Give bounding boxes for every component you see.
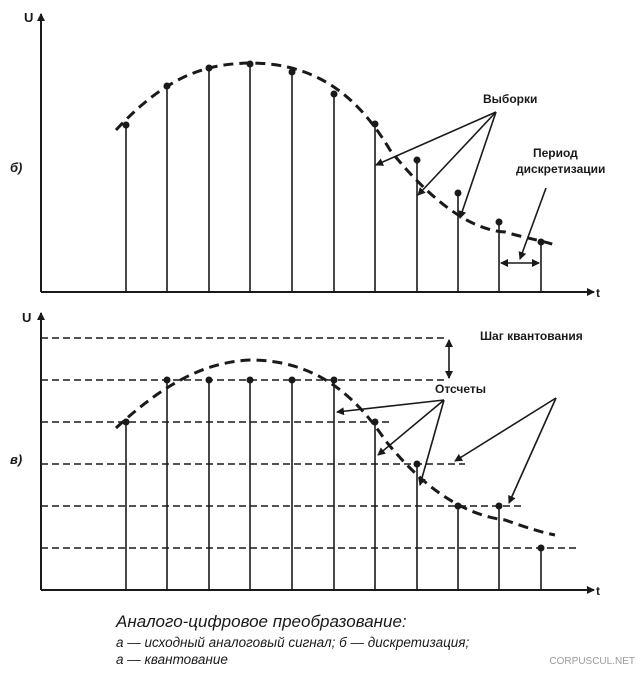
sample-dot: [537, 238, 545, 246]
panel-v-label: в): [10, 452, 22, 467]
sample-dot: [537, 544, 545, 552]
panel-quantization: U t в) Шаг квантования: [10, 310, 600, 598]
sample-dot: [205, 376, 213, 384]
sample-dot: [163, 376, 171, 384]
quantization-levels: [41, 337, 578, 549]
sample-dot: [330, 376, 338, 384]
u-axis-label-v: U: [22, 310, 31, 325]
sample-dot: [413, 156, 421, 164]
sample-dot: [122, 418, 130, 426]
sample-dot: [122, 121, 130, 129]
caption-line-2: а — квантование: [116, 652, 228, 667]
pointer-arrow: [454, 397, 557, 462]
step-label: Шаг квантования: [480, 329, 583, 343]
sample-dots-b: [122, 60, 545, 246]
sample-dot: [330, 90, 338, 98]
figure-caption: Аналого-цифровое преобразование: а — исх…: [116, 612, 596, 668]
sample-dot: [163, 82, 171, 90]
panel-b-label: б): [10, 160, 22, 175]
counts-pointer-arrows: [336, 397, 557, 504]
samples-pointer-arrows: [375, 111, 497, 219]
analog-signal-curve-b: [114, 61, 556, 247]
analog-signal-curve-v: [114, 358, 556, 537]
watermark: CORPUSCUL.NET: [549, 656, 635, 667]
sample-dot: [371, 120, 379, 128]
t-axis-label-v: t: [596, 584, 600, 598]
caption-line-1: а — исходный аналоговый сигнал; б — диск…: [116, 635, 470, 650]
sample-dot: [454, 502, 462, 510]
sample-dot: [371, 418, 379, 426]
pointer-arrow: [458, 111, 497, 219]
panel-sampling: U t б): [10, 10, 605, 300]
samples-label: Выборки: [483, 92, 537, 106]
sample-dot: [413, 460, 421, 468]
sample-dot: [246, 376, 254, 384]
sample-dot: [288, 376, 296, 384]
period-pointer-arrow: [518, 187, 547, 260]
sample-dots-v: [122, 376, 545, 552]
pointer-arrow: [375, 111, 497, 166]
sample-dot: [495, 218, 503, 226]
caption-title: Аналого-цифровое преобразование:: [116, 612, 407, 631]
counts-label: Отсчеты: [435, 382, 486, 396]
sample-dot: [205, 64, 213, 72]
sample-lines-v: [125, 380, 542, 590]
u-axis-label-b: U: [24, 10, 33, 25]
pointer-arrow: [377, 399, 445, 456]
period-label-line2: дискретизации: [516, 162, 605, 176]
sample-lines-b: [125, 64, 542, 292]
pointer-arrow: [336, 399, 445, 416]
pointer-arrow: [418, 399, 445, 486]
sample-dot: [288, 68, 296, 76]
sample-dot: [454, 189, 462, 197]
sample-dot: [246, 60, 254, 68]
period-label-line1: Период: [533, 146, 578, 160]
pointer-arrow: [417, 111, 497, 196]
pointer-arrow: [508, 397, 557, 504]
sample-dot: [495, 502, 503, 510]
t-axis-label-b: t: [596, 286, 600, 300]
